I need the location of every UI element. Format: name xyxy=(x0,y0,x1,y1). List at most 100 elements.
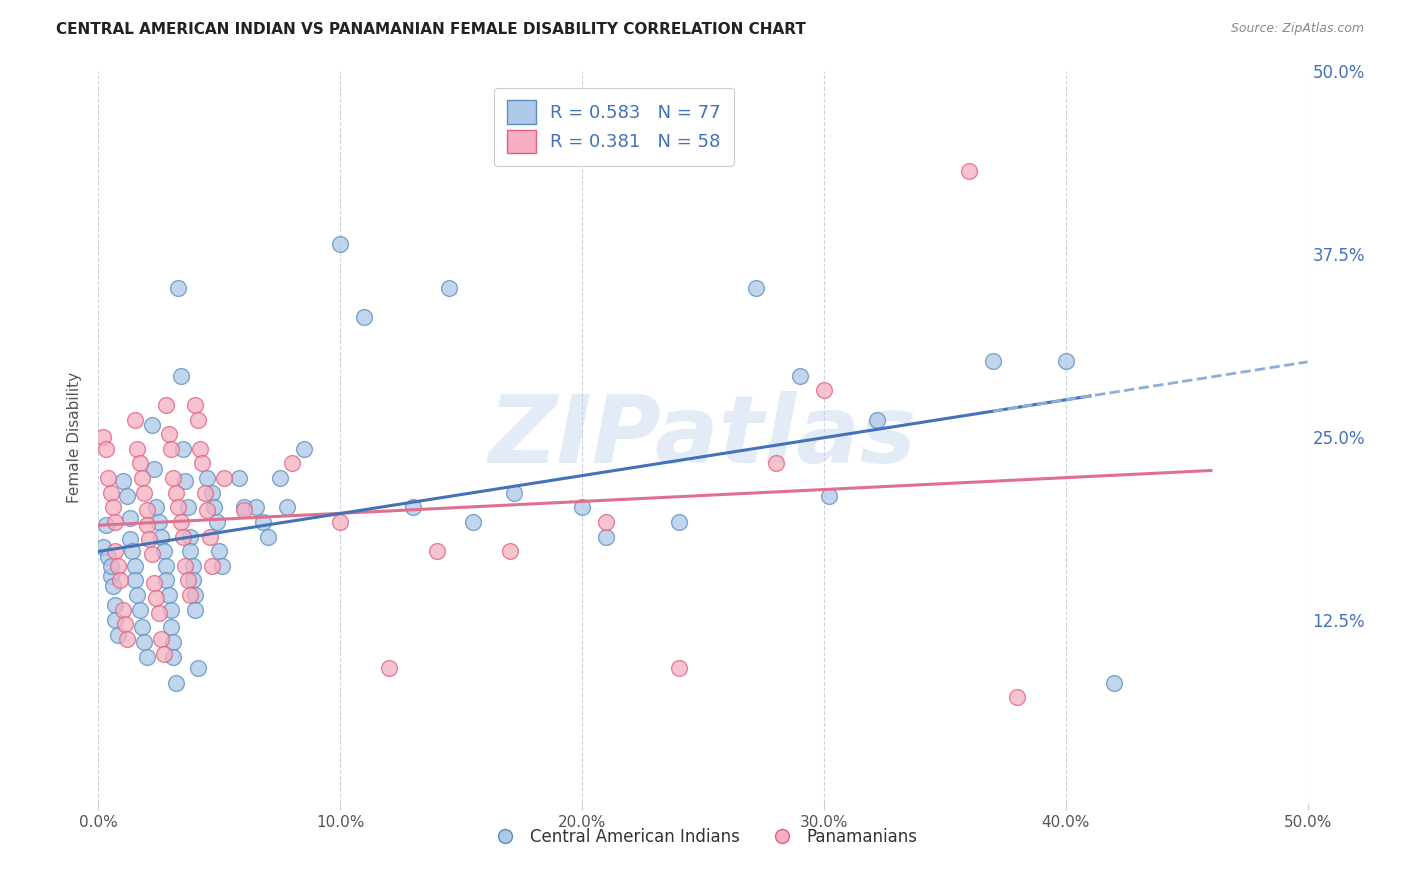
Point xyxy=(143,576,166,591)
Point xyxy=(498,544,520,558)
Point xyxy=(157,588,180,602)
Point xyxy=(228,471,250,485)
Point xyxy=(97,471,120,485)
Point xyxy=(150,530,173,544)
Point xyxy=(155,398,177,412)
Point xyxy=(134,635,156,649)
Point xyxy=(160,620,183,634)
Point xyxy=(813,384,835,398)
Point xyxy=(187,661,209,675)
Point xyxy=(201,485,224,500)
Point xyxy=(135,649,157,664)
Point xyxy=(128,603,150,617)
Text: CENTRAL AMERICAN INDIAN VS PANAMANIAN FEMALE DISABILITY CORRELATION CHART: CENTRAL AMERICAN INDIAN VS PANAMANIAN FE… xyxy=(56,22,806,37)
Point xyxy=(184,398,207,412)
Point xyxy=(377,661,399,675)
Point xyxy=(167,500,190,515)
Point xyxy=(172,442,194,456)
Point xyxy=(187,412,209,426)
Point xyxy=(188,442,211,456)
Point xyxy=(866,412,889,426)
Point xyxy=(571,500,593,515)
Point xyxy=(165,676,187,690)
Point xyxy=(131,471,153,485)
Point xyxy=(134,485,156,500)
Point xyxy=(789,368,811,383)
Point xyxy=(138,533,160,547)
Point xyxy=(252,515,274,529)
Point xyxy=(668,661,690,675)
Point xyxy=(121,544,143,558)
Point xyxy=(402,500,425,515)
Point xyxy=(208,544,231,558)
Point xyxy=(172,530,194,544)
Point xyxy=(117,632,139,646)
Point xyxy=(111,474,134,488)
Point xyxy=(150,632,173,646)
Point xyxy=(152,544,174,558)
Point xyxy=(162,471,184,485)
Point xyxy=(169,515,191,529)
Point xyxy=(174,474,197,488)
Point xyxy=(162,649,184,664)
Point xyxy=(181,574,204,588)
Point xyxy=(111,603,134,617)
Point xyxy=(817,489,839,503)
Point xyxy=(179,544,201,558)
Point xyxy=(212,471,235,485)
Point xyxy=(155,574,177,588)
Point xyxy=(143,462,166,476)
Point xyxy=(162,635,184,649)
Point xyxy=(145,500,167,515)
Point xyxy=(595,530,617,544)
Point xyxy=(107,558,129,573)
Legend: Central American Indians, Panamanians: Central American Indians, Panamanians xyxy=(482,822,924,853)
Point xyxy=(108,574,131,588)
Point xyxy=(232,500,254,515)
Point xyxy=(981,354,1004,368)
Point xyxy=(118,510,141,524)
Point xyxy=(104,515,127,529)
Text: ZIPatlas: ZIPatlas xyxy=(489,391,917,483)
Point xyxy=(127,588,149,602)
Point xyxy=(160,442,183,456)
Point xyxy=(204,500,226,515)
Point xyxy=(94,442,117,456)
Point xyxy=(124,412,146,426)
Point xyxy=(191,457,214,471)
Point xyxy=(104,544,127,558)
Point xyxy=(97,549,120,564)
Point xyxy=(765,457,787,471)
Point xyxy=(195,503,218,517)
Point xyxy=(145,591,167,605)
Point xyxy=(205,515,228,529)
Point xyxy=(1054,354,1077,368)
Point xyxy=(128,457,150,471)
Point xyxy=(179,588,201,602)
Point xyxy=(100,569,122,583)
Point xyxy=(353,310,375,325)
Point xyxy=(437,281,460,295)
Point xyxy=(127,442,149,456)
Point xyxy=(184,603,207,617)
Point xyxy=(135,517,157,532)
Point xyxy=(668,515,690,529)
Point xyxy=(148,515,170,529)
Point xyxy=(329,237,352,252)
Point xyxy=(167,281,190,295)
Point xyxy=(101,500,124,515)
Point xyxy=(957,164,980,178)
Point xyxy=(745,281,768,295)
Point xyxy=(198,530,221,544)
Point xyxy=(104,613,127,627)
Point xyxy=(160,603,183,617)
Point xyxy=(177,574,200,588)
Point xyxy=(256,530,278,544)
Point xyxy=(141,547,163,561)
Point xyxy=(201,558,224,573)
Point xyxy=(118,533,141,547)
Point xyxy=(152,647,174,661)
Point xyxy=(100,485,122,500)
Point xyxy=(245,500,267,515)
Point xyxy=(195,471,218,485)
